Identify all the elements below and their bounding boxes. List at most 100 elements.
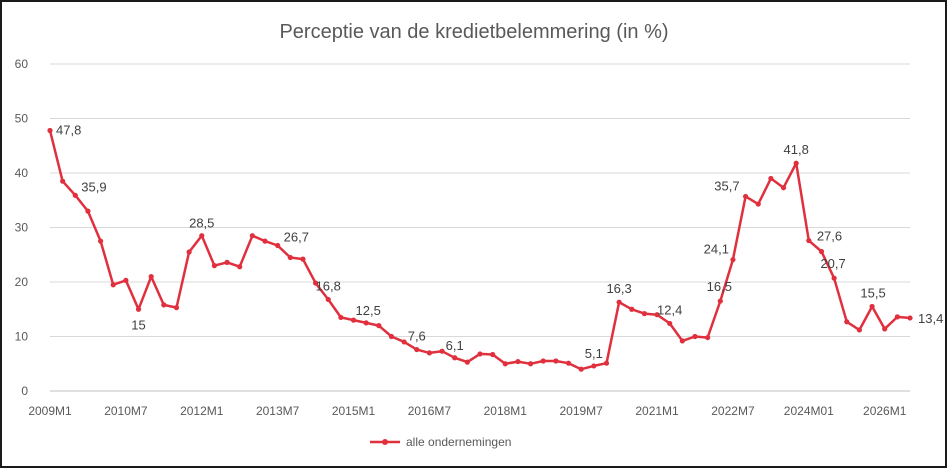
data-point <box>338 314 344 321</box>
data-label: 15 <box>131 317 145 332</box>
legend-dot-marker <box>382 439 388 445</box>
data-point <box>844 319 850 325</box>
data-point <box>414 346 420 353</box>
legend-entry-alle-ondernemingen: alle ondernemingen <box>406 435 511 449</box>
data-point <box>755 201 761 207</box>
data-point <box>869 303 875 310</box>
data-point <box>818 248 825 255</box>
data-point <box>439 348 445 354</box>
data-point <box>123 277 129 283</box>
data-point <box>856 327 863 333</box>
data-point <box>300 256 306 262</box>
data-point <box>717 298 723 304</box>
series-alle-ondernemingen <box>47 127 913 372</box>
data-label: 12,4 <box>657 302 682 317</box>
data-point <box>173 305 180 311</box>
data-point <box>401 339 407 345</box>
data-point <box>477 351 483 357</box>
data-point <box>312 280 319 286</box>
data-label: 16,5 <box>707 279 732 294</box>
data-label: 6,1 <box>446 338 464 353</box>
x-tick-label: 2010M7 <box>104 404 148 418</box>
data-point <box>72 192 78 198</box>
data-point <box>135 306 142 312</box>
data-label: 35,7 <box>714 178 739 193</box>
data-point <box>705 334 711 341</box>
y-tick-label: 10 <box>15 330 29 344</box>
data-point <box>426 350 433 356</box>
data-label: 12,5 <box>356 303 381 318</box>
data-point <box>780 185 787 191</box>
x-tick-label: 2018M1 <box>484 404 528 418</box>
x-tick-label: 2019M7 <box>559 404 603 418</box>
y-tick-label: 40 <box>15 166 29 180</box>
data-point <box>679 338 685 344</box>
data-point <box>806 237 812 244</box>
data-labels: 47,8 35,9 15 28,5 26,7 16,8 12,5 7,6 6,1 5,1 16,3 1… <box>56 122 943 360</box>
x-tick-label: 2013M7 <box>256 404 300 418</box>
data-point <box>603 360 610 366</box>
data-point <box>578 366 584 372</box>
data-point <box>882 326 888 332</box>
data-point <box>540 358 546 364</box>
data-point <box>616 299 622 305</box>
data-point <box>85 208 91 214</box>
data-point <box>742 193 749 200</box>
data-point <box>502 361 508 367</box>
data-label: 20,7 <box>820 256 845 271</box>
data-point <box>553 358 559 364</box>
legend: alle ondernemingen <box>370 435 511 449</box>
data-point <box>148 273 154 280</box>
data-label: 35,9 <box>81 179 106 194</box>
y-tick-label: 50 <box>15 112 29 126</box>
data-point <box>363 320 369 326</box>
y-tick-label: 30 <box>15 221 29 235</box>
y-tick-label: 20 <box>15 275 29 289</box>
data-point <box>161 302 167 308</box>
data-point <box>60 178 66 184</box>
data-point <box>894 314 900 320</box>
data-label: 26,7 <box>284 229 309 244</box>
data-point <box>730 257 736 263</box>
data-point <box>287 254 293 261</box>
series-line <box>48 130 911 371</box>
y-axis: 0 10 20 30 40 50 60 <box>15 57 29 398</box>
data-point <box>831 275 837 281</box>
data-label: 27,6 <box>817 229 842 244</box>
data-point <box>350 317 357 323</box>
data-point <box>325 296 331 303</box>
data-label: 24,1 <box>704 242 729 257</box>
data-label: 5,1 <box>585 346 603 361</box>
data-label: 28,5 <box>189 216 214 231</box>
data-point <box>376 323 382 329</box>
data-point <box>565 360 572 366</box>
data-point <box>110 282 116 288</box>
x-tick-label: 2021M1 <box>635 404 679 418</box>
data-point <box>275 242 281 249</box>
x-tick-label: 2026M1 <box>863 404 907 418</box>
data-point <box>793 160 799 166</box>
data-point <box>224 259 230 265</box>
data-point <box>186 249 192 255</box>
data-point <box>654 312 660 318</box>
data-point <box>249 233 255 239</box>
data-label: 15,5 <box>860 286 885 301</box>
y-tick-label: 60 <box>15 57 29 71</box>
gridlines <box>50 63 910 392</box>
data-label: 16,8 <box>316 278 341 293</box>
data-point <box>388 333 395 340</box>
data-point <box>490 351 496 358</box>
data-point <box>907 315 913 321</box>
chart-title: Perceptie van de kredietbelemmering (in … <box>279 21 668 43</box>
x-tick-label: 2016M7 <box>408 404 452 418</box>
data-point <box>515 358 521 365</box>
data-point <box>262 238 268 244</box>
data-point <box>629 306 635 312</box>
data-point <box>591 363 597 369</box>
x-axis: 2009M1 2010M7 2012M1 2013M7 2015M1 2016M7 2018… <box>28 404 906 418</box>
data-label: 16,3 <box>606 281 631 296</box>
data-label: 41,8 <box>784 142 809 157</box>
data-point <box>527 361 534 367</box>
